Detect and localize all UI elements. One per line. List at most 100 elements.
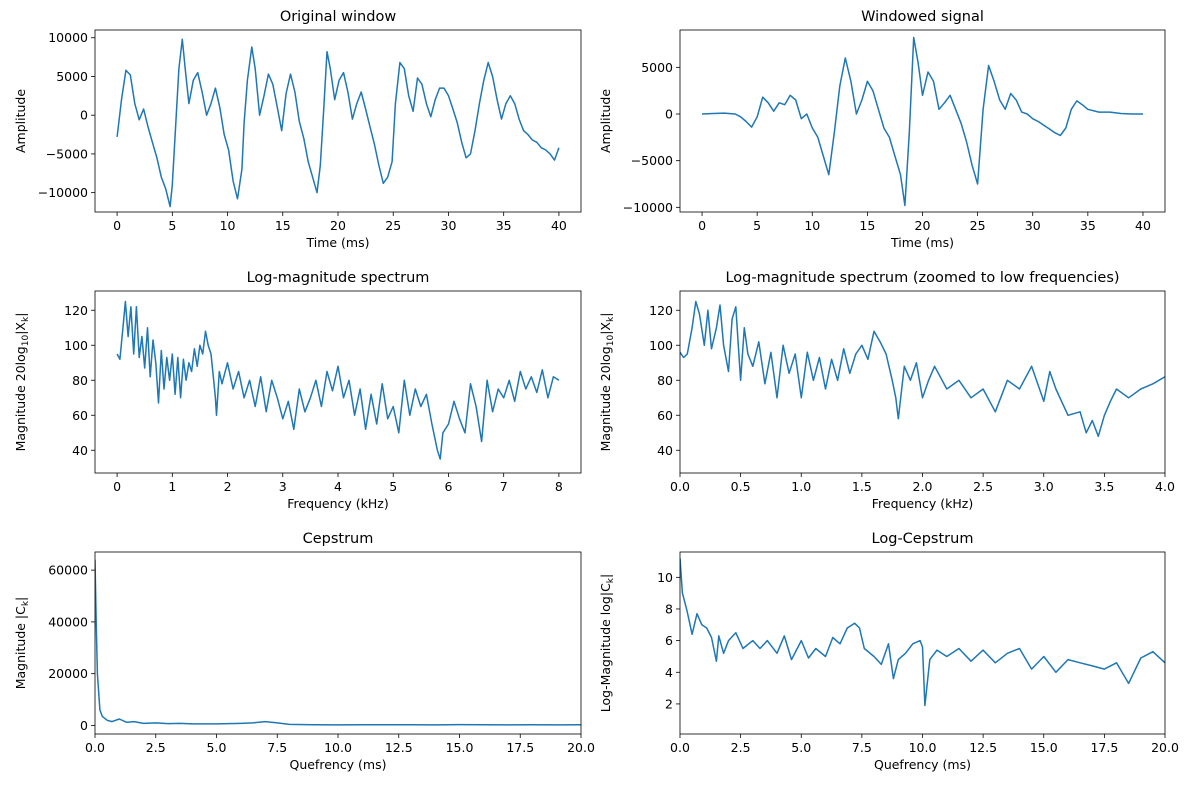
y-tick-label: 100 — [649, 338, 673, 353]
x-axis-label: Time (ms) — [305, 235, 369, 250]
x-tick-label: 0 — [698, 218, 706, 233]
x-tick-label: 10 — [220, 218, 236, 233]
x-tick-label: 0.5 — [731, 479, 751, 494]
x-axis-label: Frequency (kHz) — [872, 496, 974, 511]
x-tick-label: 30 — [441, 218, 457, 233]
x-tick-label: 2.5 — [731, 740, 751, 755]
x-tick-label: 40 — [551, 218, 567, 233]
chart-title: Log-magnitude spectrum — [247, 270, 430, 286]
y-tick-label: 80 — [72, 373, 88, 388]
x-tick-label: 17.5 — [506, 740, 534, 755]
x-tick-label: 10.0 — [909, 740, 937, 755]
chart-title: Log-magnitude spectrum (zoomed to low fr… — [725, 270, 1119, 286]
y-tick-label: 5000 — [641, 60, 673, 75]
series-line — [116, 38, 560, 208]
series-line — [680, 300, 1165, 438]
y-tick-label: 10000 — [48, 30, 88, 45]
y-axis-label: Log-Magnitude log|Ck| — [598, 574, 616, 712]
y-axis-label: Magnitude 20log10|Xk| — [598, 313, 616, 452]
x-tick-label: 3.5 — [1094, 479, 1114, 494]
subplot-4: 0.0 0.5 1.0 1.5 2.0 2.5 3.0 3.5 4.0 40 60 80 100 120 L… — [598, 270, 1175, 511]
y-tick-label: 0 — [80, 108, 88, 123]
x-tick-label: 15.0 — [446, 740, 474, 755]
y-tick-label: 100 — [64, 338, 88, 353]
y-tick-label: 8 — [665, 601, 673, 616]
x-axis-label: Quefrency (ms) — [874, 757, 971, 772]
y-tick-label: −10000 — [38, 185, 88, 200]
x-tick-label: 4 — [334, 479, 342, 494]
x-tick-label: 20.0 — [1151, 740, 1179, 755]
x-tick-label: 8 — [555, 479, 563, 494]
x-tick-label: 10 — [804, 218, 820, 233]
subplot-2: 0 5 10 15 20 25 30 35 40 −10000 −5000 0 5000 Windowed… — [598, 9, 1166, 250]
x-axis-label: Time (ms) — [890, 235, 954, 250]
series-line — [95, 559, 581, 726]
x-tick-label: 1.0 — [791, 479, 811, 494]
x-tick-label: 7.5 — [852, 740, 872, 755]
y-tick-label: 120 — [649, 303, 673, 318]
x-tick-label: 30 — [1025, 218, 1041, 233]
y-tick-label: 0 — [665, 107, 673, 122]
y-tick-label: −5000 — [46, 146, 88, 161]
x-tick-label: 5 — [389, 479, 397, 494]
x-tick-label: 2 — [224, 479, 232, 494]
x-tick-label: 35 — [1080, 218, 1096, 233]
x-tick-label: 0.0 — [85, 740, 105, 755]
y-tick-label: 60000 — [48, 563, 88, 578]
series-line — [680, 558, 1165, 707]
axes-frame — [679, 551, 1166, 735]
y-axis-label: Magnitude 20log10|Xk| — [13, 313, 31, 452]
axes-frame — [94, 551, 582, 735]
x-axis-label: Frequency (kHz) — [287, 496, 389, 511]
chart-title: Cepstrum — [303, 531, 374, 547]
subplot-3: 0 1 2 3 4 5 6 7 8 40 60 80 100 120 Log-magnitude spect… — [13, 270, 582, 511]
y-tick-label: 6 — [665, 633, 673, 648]
y-axis-label: Amplitude — [598, 89, 613, 153]
subplot-5: 0.0 2.5 5.0 7.5 10.0 12.5 15.0 17.5 20.0 0 20000 40… — [13, 531, 595, 772]
x-tick-label: 10.0 — [324, 740, 352, 755]
x-tick-label: 2.0 — [913, 479, 933, 494]
x-tick-label: 2.5 — [973, 479, 993, 494]
y-tick-label: 60 — [72, 408, 88, 423]
x-tick-label: 15 — [859, 218, 875, 233]
axes-frame — [679, 29, 1166, 213]
axes-frame — [94, 29, 582, 213]
x-tick-label: 3.0 — [1034, 479, 1054, 494]
x-tick-label: 35 — [496, 218, 512, 233]
x-tick-label: 40 — [1135, 218, 1151, 233]
x-tick-label: 25 — [970, 218, 986, 233]
x-tick-label: 5.0 — [207, 740, 227, 755]
y-tick-label: 0 — [80, 718, 88, 733]
chart-title: Windowed signal — [861, 9, 984, 25]
x-tick-label: 5 — [753, 218, 761, 233]
chart-title: Original window — [280, 9, 397, 25]
y-tick-label: −10000 — [623, 200, 673, 215]
x-tick-label: 2.5 — [146, 740, 166, 755]
x-tick-label: 20.0 — [567, 740, 595, 755]
x-axis-label: Quefrency (ms) — [289, 757, 386, 772]
chart-title: Log-Cepstrum — [872, 531, 974, 547]
x-tick-label: 20 — [330, 218, 346, 233]
x-tick-label: 7 — [500, 479, 508, 494]
y-tick-label: 40 — [72, 443, 88, 458]
x-tick-label: 0 — [113, 479, 121, 494]
y-tick-label: 20000 — [48, 666, 88, 681]
y-tick-label: 120 — [64, 303, 88, 318]
x-tick-label: 7.5 — [267, 740, 287, 755]
y-tick-label: 40 — [657, 443, 673, 458]
subplot-6: 0.0 2.5 5.0 7.5 10.0 12.5 15.0 17.5 20.0 2 4 6 8 10 Lo… — [598, 531, 1179, 772]
y-tick-label: 80 — [657, 373, 673, 388]
x-tick-label: 25 — [385, 218, 401, 233]
x-tick-label: 15 — [275, 218, 291, 233]
x-tick-label: 1 — [168, 479, 176, 494]
series-line — [116, 300, 560, 460]
x-tick-label: 17.5 — [1090, 740, 1118, 755]
subplot-1: 0 5 10 15 20 25 30 35 40 −10000 −5000 0 5000 10000 Ori… — [13, 9, 582, 250]
y-axis-label: Amplitude — [13, 89, 28, 153]
series-line — [701, 36, 1143, 207]
x-tick-label: 12.5 — [969, 740, 997, 755]
y-tick-label: 5000 — [56, 69, 88, 84]
x-tick-label: 1.5 — [852, 479, 872, 494]
y-tick-label: 2 — [665, 696, 673, 711]
